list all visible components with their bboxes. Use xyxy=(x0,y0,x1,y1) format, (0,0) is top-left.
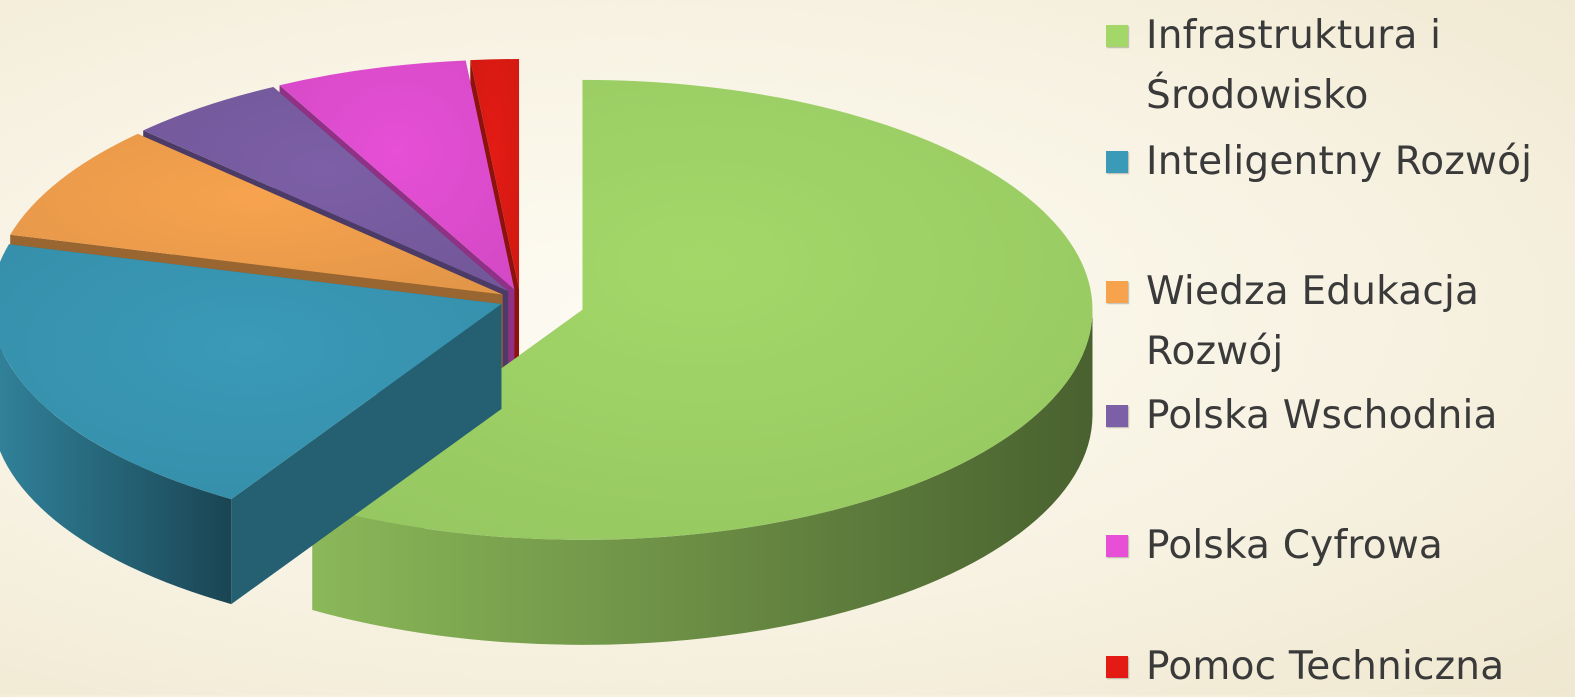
pie-slice-top xyxy=(312,79,1093,540)
legend-swatch xyxy=(1106,25,1128,47)
legend-swatch xyxy=(1106,656,1128,678)
pie-slice-outer-wall xyxy=(312,309,1093,645)
legend-item-wiedza: Wiedza Edukacja Rozwój xyxy=(1096,262,1566,382)
pie-slice xyxy=(0,244,502,605)
legend-label-line: Polska Cyfrowa xyxy=(1146,523,1444,568)
legend-label-line: Wiedza Edukacja xyxy=(1146,269,1480,314)
pie-slice-outer-wall xyxy=(0,346,232,605)
pie-slice xyxy=(312,79,1093,645)
legend-item-inteligentny: Inteligentny Rozwój xyxy=(1096,132,1566,192)
pie-slice-top xyxy=(470,59,520,290)
legend: Infrastruktura i Środowisko Inteligentny… xyxy=(1096,0,1575,695)
pie-slice-top xyxy=(10,133,503,295)
legend-label-line: Polska Wschodnia xyxy=(1146,393,1498,438)
legend-swatch xyxy=(1106,151,1128,173)
legend-swatch xyxy=(1106,405,1128,427)
legend-item-infrastruktura: Infrastruktura i Środowisko xyxy=(1096,6,1566,126)
legend-item-cyfrowa: Polska Cyfrowa xyxy=(1096,516,1566,576)
legend-label-line: Pomoc Techniczna xyxy=(1146,644,1505,689)
legend-swatch xyxy=(1106,535,1128,557)
pie-slices xyxy=(0,59,1093,645)
pie-chart xyxy=(0,59,1093,645)
pie-slice-top xyxy=(143,86,509,292)
pie-slice-top xyxy=(0,244,502,500)
pie-slice-top xyxy=(279,60,515,290)
legend-item-pomoc: Pomoc Techniczna xyxy=(1096,637,1566,697)
legend-label-line: Rozwój xyxy=(1146,329,1284,374)
legend-swatch xyxy=(1106,281,1128,303)
legend-item-wschodnia: Polska Wschodnia xyxy=(1096,386,1566,446)
legend-label-line: Środowisko xyxy=(1146,73,1369,118)
legend-label-line: Infrastruktura i xyxy=(1146,13,1442,58)
legend-label-line: Inteligentny Rozwój xyxy=(1146,139,1533,184)
